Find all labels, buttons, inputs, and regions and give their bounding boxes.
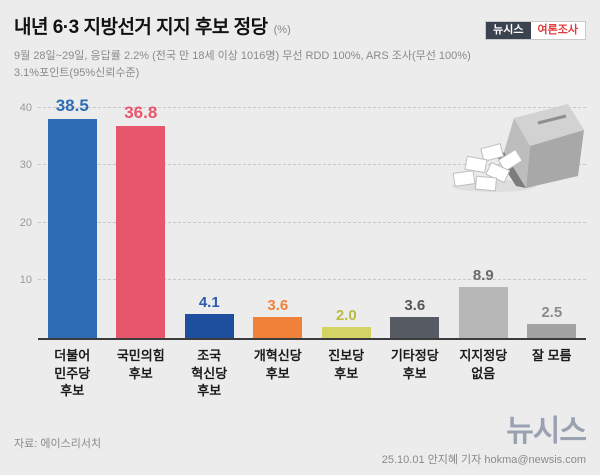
badge-poll-label: 여론조사 bbox=[537, 24, 578, 36]
bar-value-label: 2.0 bbox=[335, 306, 357, 324]
ballot-papers bbox=[452, 143, 523, 192]
bar bbox=[527, 323, 577, 339]
bar bbox=[321, 326, 371, 339]
bar-group: 38.5 bbox=[38, 96, 107, 339]
category-label: 진보당 후보 bbox=[328, 348, 365, 381]
page-title: 내년 6·3 지방선거 지지 후보 정당 bbox=[14, 17, 268, 38]
newsis-logo: 뉴시스 bbox=[506, 415, 587, 448]
category-labels-row: 더불어 민주당 후보 국민의힘 후보 조국 혁신당 후보 개혁신당 후보 진보당 후보 기타정당 후보 지지… bbox=[38, 340, 586, 400]
badge-brand: 뉴시스 bbox=[486, 22, 531, 39]
category-label: 개혁신당 후보 bbox=[253, 348, 302, 381]
gridline bbox=[38, 164, 586, 166]
bar-value-label: 2.5 bbox=[541, 303, 563, 321]
category-label: 조국 혁신당 후보 bbox=[191, 348, 228, 399]
bar bbox=[47, 119, 97, 339]
gridline bbox=[38, 106, 586, 108]
gridline bbox=[38, 279, 586, 281]
header: 내년 6·3 지방선거 지지 후보 정당 (%) 뉴시스 여론조사 9월 28일… bbox=[0, 0, 600, 82]
unit-label: (%) bbox=[273, 24, 291, 36]
bars-row: 38.5 36.8 4.1 3.6 2.0 3.6 8.9 2.5 bbox=[38, 96, 587, 339]
newsis-poll-badge: 뉴시스 여론조사 bbox=[485, 21, 586, 40]
category-label: 더불어 민주당 후보 bbox=[54, 348, 91, 399]
bar-group: 8.9 bbox=[449, 96, 518, 339]
footer-right: 뉴시스 25.10.01 안지혜 기자 hokma@newsis.com bbox=[381, 415, 587, 467]
reporter-credit: 25.10.01 안지혜 기자 hokma@newsis.com bbox=[381, 454, 586, 466]
gridline bbox=[38, 221, 586, 223]
y-axis-tick-label: 40 bbox=[19, 101, 32, 114]
methodology-line-1: 9월 28일~29일, 응답률 2.2% (전국 만 18세 이상 1016명)… bbox=[14, 50, 471, 62]
title-row: 내년 6·3 지방선거 지지 후보 정당 (%) 뉴시스 여론조사 bbox=[14, 12, 586, 40]
y-axis-tick-label: 30 bbox=[19, 159, 32, 172]
bar-value-label: 3.6 bbox=[267, 297, 289, 315]
bar-group: 2.5 bbox=[518, 96, 587, 339]
bar-group: 36.8 bbox=[107, 96, 176, 339]
y-axis-tick-label: 20 bbox=[19, 216, 32, 229]
methodology-note: 9월 28일~29일, 응답률 2.2% (전국 만 18세 이상 1016명)… bbox=[14, 48, 586, 82]
bar bbox=[116, 126, 166, 339]
bar-value-label: 4.1 bbox=[198, 294, 220, 312]
category-label: 기타정당 후보 bbox=[390, 348, 439, 381]
bar bbox=[184, 314, 234, 339]
ballot-box-illustration bbox=[452, 104, 584, 193]
category-label: 지지정당 없음 bbox=[459, 348, 508, 381]
y-axis-tick-label: 10 bbox=[19, 274, 32, 287]
bar-group: 3.6 bbox=[381, 96, 450, 339]
bar bbox=[253, 317, 303, 339]
bar-group: 2.0 bbox=[312, 96, 381, 339]
bar bbox=[458, 286, 508, 339]
bar-group: 4.1 bbox=[175, 96, 244, 339]
bar bbox=[390, 317, 440, 339]
bar-chart: 38.5 36.8 4.1 3.6 2.0 3.6 8.9 2.5 10 20 30 40 더불어 민… bbox=[14, 96, 586, 400]
category-label: 잘 모름 bbox=[532, 348, 572, 364]
source-credit: 자료: 에이스리서치 bbox=[14, 438, 102, 450]
bar-value-label: 3.6 bbox=[404, 297, 426, 315]
ballot-box-top-face bbox=[514, 104, 584, 147]
footer: 자료: 에이스리서치 뉴시스 25.10.01 안지혜 기자 hokma@new… bbox=[14, 415, 587, 467]
bar-value-label: 8.9 bbox=[472, 266, 494, 284]
ballot-box-front-face bbox=[526, 130, 584, 189]
ballot-slot bbox=[537, 114, 567, 125]
methodology-line-2: 3.1%포인트(95%신뢰수준) bbox=[14, 67, 140, 80]
bar-value-label: 38.5 bbox=[55, 96, 89, 116]
category-label: 국민의힘 후보 bbox=[116, 348, 165, 381]
bar-group: 3.6 bbox=[244, 96, 313, 339]
bar-value-label: 36.8 bbox=[124, 103, 158, 123]
plot-area: 38.5 36.8 4.1 3.6 2.0 3.6 8.9 2.5 10 20 30 40 bbox=[20, 96, 587, 341]
